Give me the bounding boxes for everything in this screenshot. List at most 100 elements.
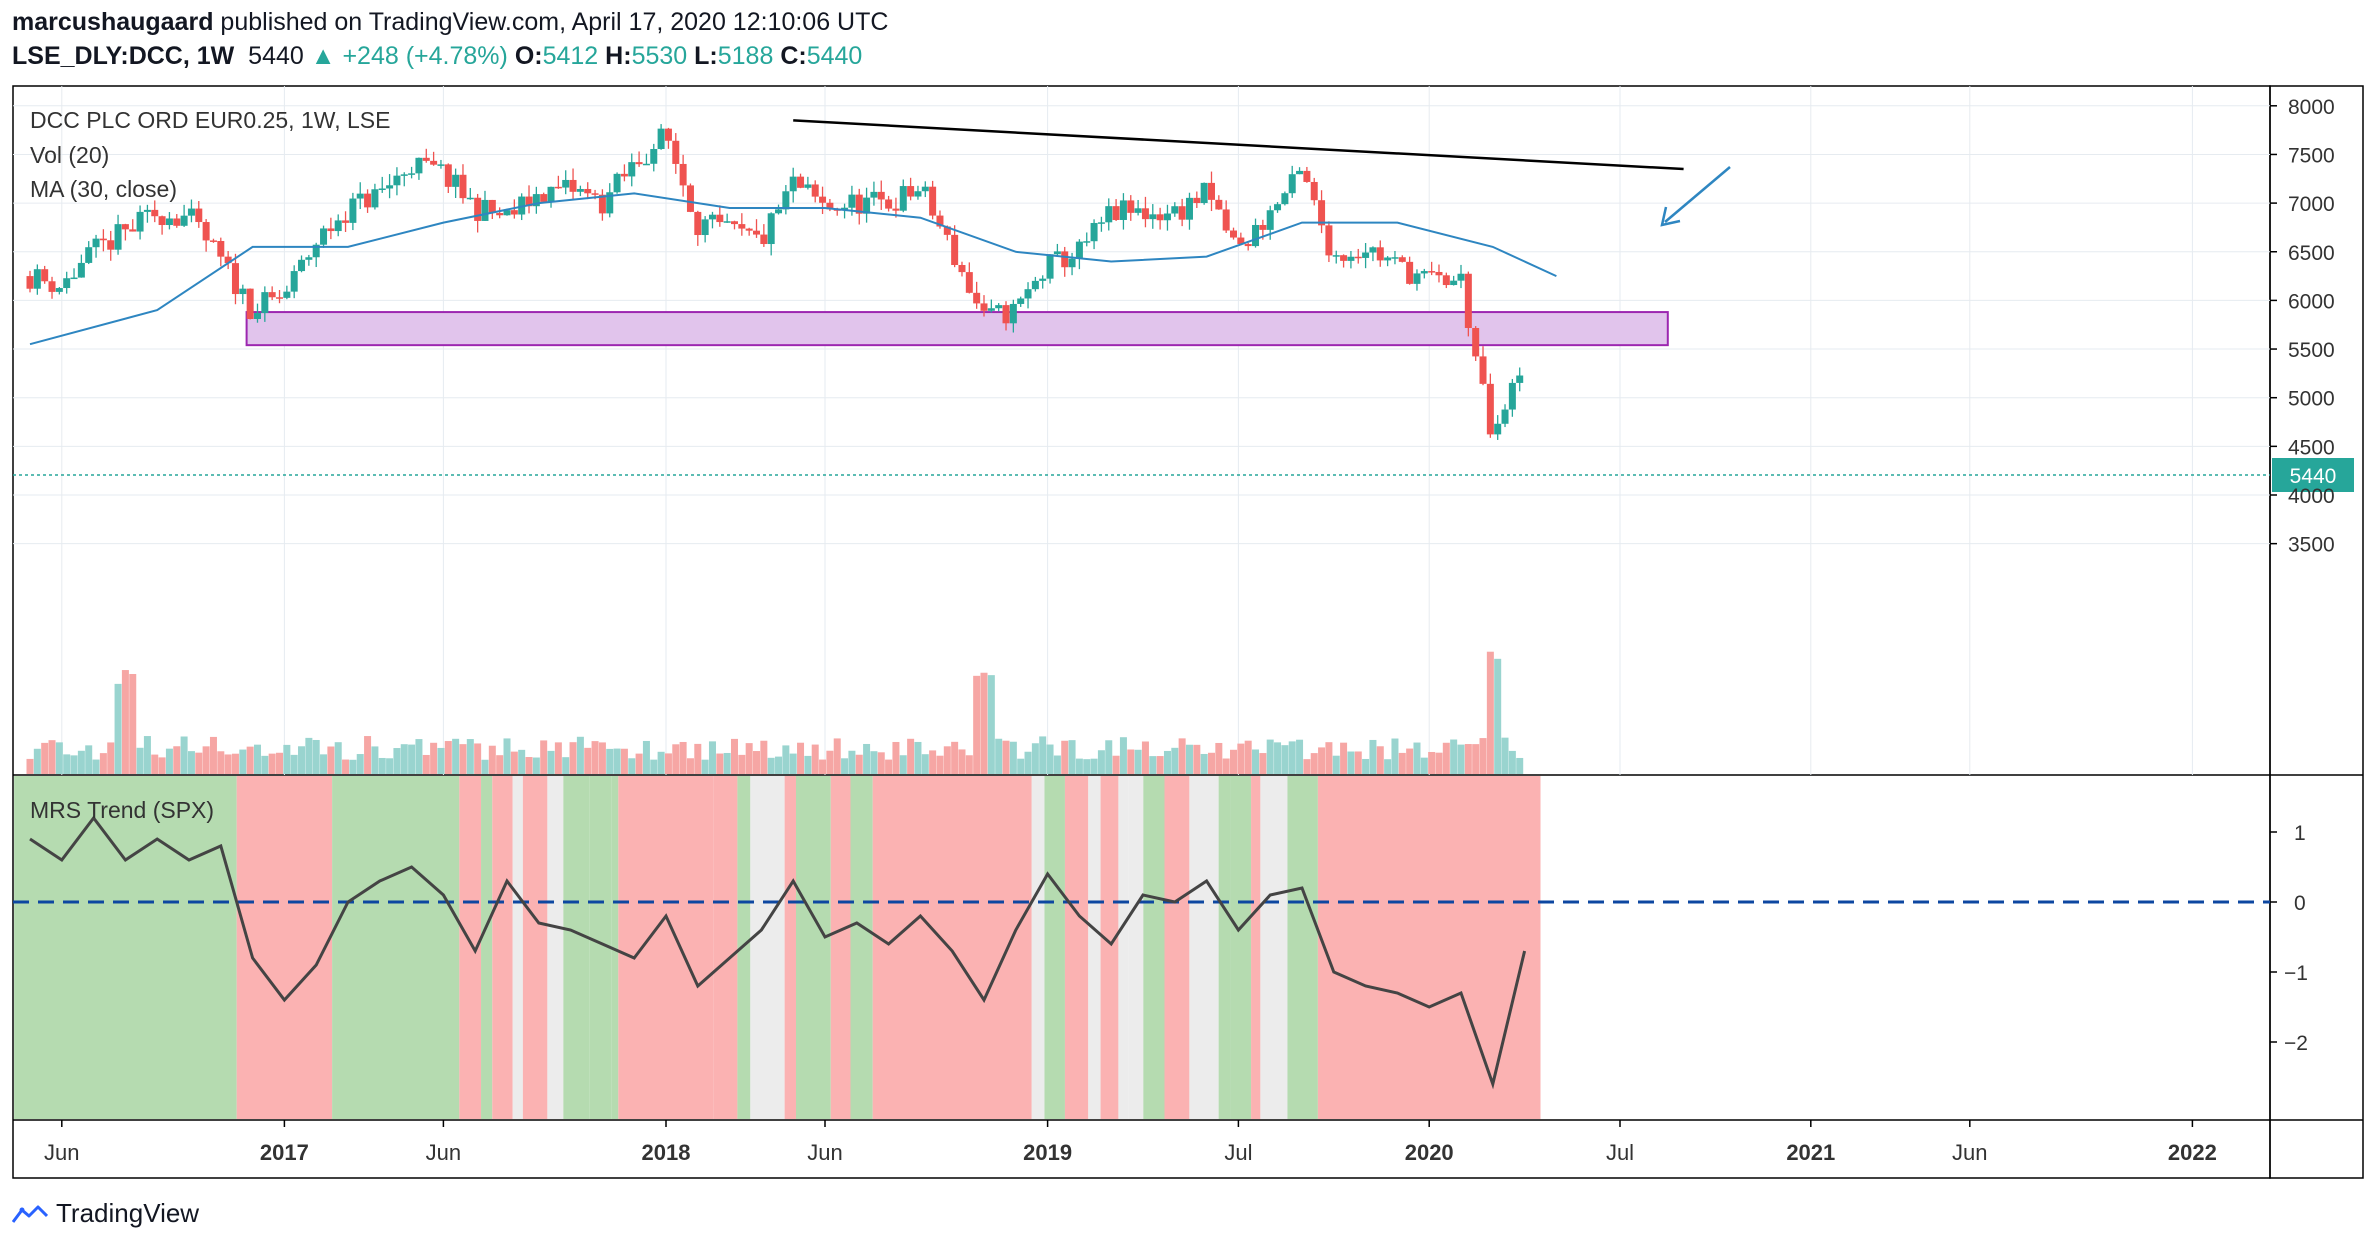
time-tick-label: 2022 — [2168, 1140, 2217, 1165]
volume-bar — [1061, 740, 1069, 774]
volume-bar — [253, 744, 261, 774]
candle-body — [980, 303, 988, 311]
mrs-regime-band — [850, 776, 873, 1119]
candle-body — [826, 202, 834, 210]
candle-body — [320, 228, 328, 245]
candle-body — [195, 208, 203, 223]
volume-bar — [1024, 751, 1032, 774]
mrs-regime-band — [547, 776, 564, 1119]
candle-body — [987, 308, 995, 311]
volume-bar — [261, 755, 269, 774]
candle-body — [452, 174, 460, 187]
candle-body — [797, 176, 805, 188]
candle-body — [562, 179, 570, 188]
annotation-arrow[interactable] — [1660, 166, 1731, 227]
price-grid — [13, 86, 2270, 775]
candle-body — [1185, 197, 1193, 220]
volume-bar — [1479, 738, 1487, 774]
volume-bar — [804, 755, 812, 774]
support-zone[interactable] — [245, 311, 1669, 347]
candle-body — [921, 186, 929, 192]
candle-body — [165, 218, 173, 226]
volume-bar — [797, 742, 805, 774]
volume-bar — [1031, 743, 1039, 774]
mrs-regime-band — [492, 776, 513, 1119]
candle-body — [202, 222, 210, 241]
candle-body — [745, 228, 753, 231]
mrs-regime-band — [796, 776, 831, 1119]
candle-body — [1156, 214, 1164, 221]
candle-body — [408, 173, 416, 175]
volume-bar — [481, 759, 489, 774]
candle-body — [1501, 409, 1509, 424]
mrs-tick-label: −2 — [2284, 1032, 2308, 1055]
volume-bar — [753, 751, 761, 774]
candle-body — [1200, 182, 1208, 204]
candle-body — [224, 256, 232, 264]
volume-bar — [1112, 755, 1120, 774]
volume-bar — [1303, 759, 1311, 774]
last-price: 5440 — [248, 42, 304, 70]
volume-bar — [1398, 752, 1406, 774]
candle-body — [474, 197, 482, 221]
candle-body — [518, 196, 526, 215]
mrs-tick-label: 0 — [2294, 892, 2306, 915]
volume-bar — [151, 754, 159, 774]
candle-body — [400, 174, 408, 176]
mrs-trend-line — [29, 815, 1527, 1090]
candle-body — [77, 262, 85, 278]
volume-bar — [1494, 658, 1502, 774]
volume-bar — [1163, 750, 1171, 774]
volume-bar — [1332, 755, 1340, 774]
candle-body — [532, 194, 540, 207]
author-name[interactable]: marcushaugaard — [12, 8, 214, 36]
candle-body — [965, 272, 973, 293]
trendline[interactable] — [793, 119, 1684, 171]
candle-body — [664, 128, 672, 141]
candle-body — [386, 185, 394, 189]
volume-bar — [1296, 739, 1304, 774]
candle-body — [1288, 174, 1296, 194]
volume-bar — [1340, 742, 1348, 774]
volume-bar — [1362, 758, 1370, 774]
volume-bar — [1002, 740, 1010, 774]
volume-bar — [1450, 739, 1458, 774]
volume-bar — [1193, 744, 1201, 774]
candle-body — [187, 208, 195, 216]
candle-body — [1435, 271, 1443, 276]
price-tick-label: 6500 — [2288, 242, 2335, 265]
candle-body — [1303, 170, 1311, 182]
volume-bar — [452, 738, 460, 774]
volume-bar — [1464, 744, 1472, 774]
candle-body — [1281, 193, 1289, 205]
volume-bar — [1053, 755, 1061, 774]
candle-body — [129, 229, 137, 232]
candle-body — [1266, 210, 1274, 230]
candle-body — [1296, 170, 1304, 175]
candle-body — [1230, 230, 1238, 238]
volume-bar — [1171, 747, 1179, 774]
volume-bar — [995, 738, 1003, 774]
volume-bar — [929, 750, 937, 774]
volume-bar — [165, 748, 173, 774]
footer-brand[interactable]: TradingView — [12, 1198, 199, 1229]
candle-body — [63, 278, 71, 289]
candle-body — [1112, 206, 1120, 220]
candle-body — [914, 191, 922, 197]
volume-bar — [606, 748, 614, 774]
candle-body — [268, 292, 276, 298]
candle-body — [209, 240, 217, 242]
time-axis: Jun 2017 Jun 2018 Jun 2019 Jul 2020 Jul 2021 Jun 20… — [44, 1120, 2217, 1165]
candle-body — [1127, 200, 1135, 213]
candle-body — [466, 197, 474, 200]
symbol-header: LSE_DLY:DCC, 1W 5440 ▲ +248 (+4.78%) O:5… — [12, 42, 862, 71]
mrs-regime-band — [1317, 776, 1541, 1119]
volume-bar — [400, 744, 408, 774]
volume-bar — [231, 753, 239, 774]
volume-bar — [1222, 758, 1230, 774]
volume-bar — [1406, 748, 1414, 774]
mrs-regime-band — [1064, 776, 1089, 1119]
volume-bar — [598, 742, 606, 774]
candle-body — [1486, 383, 1494, 435]
